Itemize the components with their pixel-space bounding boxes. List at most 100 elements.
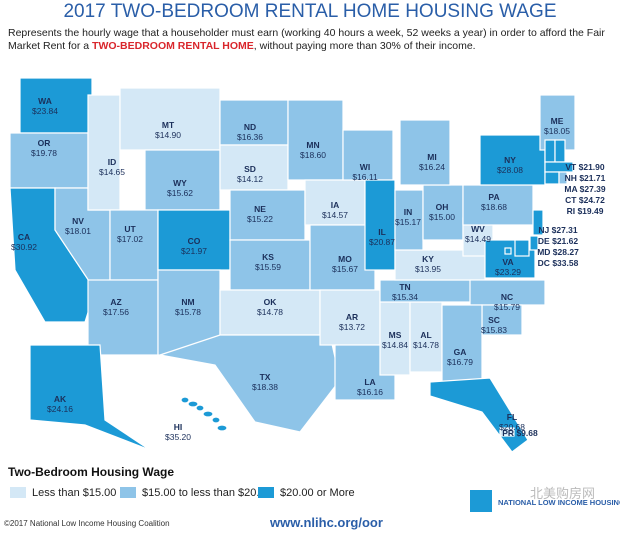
- state-abbr: OH: [436, 202, 449, 212]
- state-labels: WA$23.84 OR$19.78 CA$30.92 NV$18.01 ID$14.65…: [11, 96, 606, 442]
- state-wage: $18.38: [252, 382, 278, 392]
- state-wage: $35.20: [165, 432, 191, 442]
- state-shape: [119, 87, 221, 151]
- state-shape: [180, 396, 190, 404]
- state-wage: $15.59: [255, 262, 281, 272]
- state-shape: [532, 209, 544, 236]
- state-wage: $30.92: [11, 242, 37, 252]
- watermark: 北美购房网: [530, 486, 595, 501]
- state-abbr: MT: [162, 120, 175, 130]
- state-abbr: AZ: [110, 297, 121, 307]
- state-label: NH $21.71: [565, 173, 606, 183]
- state-abbr: CT: [565, 195, 577, 205]
- state-label: MA $27.39: [564, 184, 606, 194]
- state-shape: [479, 134, 546, 186]
- state-abbr: WI: [360, 162, 370, 172]
- state-label: PR $9.68: [502, 428, 538, 438]
- state-abbr: SC: [488, 315, 500, 325]
- state-wage: $23.29: [495, 267, 521, 277]
- state-abbr: AR: [346, 312, 358, 322]
- state-abbr: IA: [331, 200, 340, 210]
- state-shape: [29, 344, 151, 451]
- state-shape: [544, 171, 560, 185]
- state-shape: [441, 304, 483, 383]
- state-wage: $16.16: [357, 387, 383, 397]
- state-abbr: NV: [72, 216, 84, 226]
- state-wage: $14.90: [155, 130, 181, 140]
- state-abbr: AL: [420, 330, 431, 340]
- state-wage: $14.84: [382, 340, 408, 350]
- state-abbr: NJ: [538, 225, 549, 235]
- state-label: MD $28.27: [537, 247, 579, 257]
- state-wage: $15.78: [175, 307, 201, 317]
- state-wage: $24.72: [579, 195, 605, 205]
- states: [9, 77, 576, 453]
- state-shape: [109, 209, 159, 281]
- state-wage: $13.72: [339, 322, 365, 332]
- state-abbr: RI: [567, 206, 576, 216]
- state-abbr: OR: [38, 138, 51, 148]
- state-abbr: MS: [389, 330, 402, 340]
- state-wage: $14.78: [413, 340, 439, 350]
- state-abbr: ME: [551, 116, 564, 126]
- state-wage: $13.95: [415, 264, 441, 274]
- state-abbr: VT: [565, 162, 577, 172]
- state-wage: $14.49: [465, 234, 491, 244]
- state-abbr: ID: [108, 157, 117, 167]
- state-shape: [544, 139, 556, 163]
- url: www.nlihc.org/oor: [269, 515, 383, 530]
- state-shape: [202, 410, 214, 418]
- title: 2017 TWO-BEDROOM RENTAL HOME HOUSING WAG…: [63, 1, 556, 22]
- state-wage: $27.31: [552, 225, 578, 235]
- state-wage: $15.83: [481, 325, 507, 335]
- state-abbr: UT: [124, 224, 136, 234]
- state-shape: [364, 179, 396, 271]
- state-abbr: VA: [502, 257, 513, 267]
- state-shape: [159, 334, 341, 433]
- state-shape: [514, 239, 530, 257]
- state-wage: $20.87: [369, 237, 395, 247]
- subtitle-highlight: TWO-BEDROOM RENTAL HOME: [92, 40, 254, 52]
- state-wage: $27.39: [580, 184, 606, 194]
- state-abbr: WY: [173, 178, 187, 188]
- state-wage: $33.58: [552, 258, 578, 268]
- state-wage: $14.65: [99, 167, 125, 177]
- state-abbr: WA: [38, 96, 52, 106]
- state-wage: $19.49: [577, 206, 603, 216]
- state-abbr: OK: [264, 297, 278, 307]
- state-abbr: WV: [471, 224, 485, 234]
- state-shape: [399, 119, 451, 186]
- state-shape: [481, 304, 523, 336]
- state-shape: [229, 189, 306, 241]
- state-abbr: ND: [244, 122, 256, 132]
- state-abbr: CO: [188, 236, 201, 246]
- state-wage: $14.12: [237, 174, 263, 184]
- state-wage: $15.00: [429, 212, 455, 222]
- state-shape: [499, 427, 515, 437]
- legend-label: Less than $15.00: [32, 487, 116, 499]
- state-shape: [195, 404, 205, 412]
- state-abbr: IN: [404, 207, 413, 217]
- state-shape: [319, 289, 381, 346]
- copyright: ©2017 National Low Income Housing Coalit…: [4, 519, 170, 528]
- state-wage: $28.27: [553, 247, 579, 257]
- state-wage: $16.11: [352, 172, 378, 182]
- subtitle-text: , without paying more than 30% of their …: [253, 40, 476, 52]
- state-abbr: MD: [537, 247, 550, 257]
- state-abbr: HI: [174, 422, 183, 432]
- state-shape: [558, 171, 568, 185]
- state-wage: $28.08: [497, 165, 523, 175]
- state-wage: $21.97: [181, 246, 207, 256]
- state-shape: [187, 400, 199, 408]
- state-wage: $24.16: [47, 404, 73, 414]
- state-abbr: PR: [502, 428, 514, 438]
- state-abbr: DE: [538, 236, 550, 246]
- legend-title: Two-Bedroom Housing Wage: [8, 465, 174, 479]
- state-abbr: MN: [306, 140, 319, 150]
- state-abbr: NM: [181, 297, 194, 307]
- state-abbr: MO: [338, 254, 352, 264]
- state-wage: $16.79: [447, 357, 473, 367]
- state-label: CT $24.72: [565, 195, 605, 205]
- legend-swatch: [258, 487, 274, 498]
